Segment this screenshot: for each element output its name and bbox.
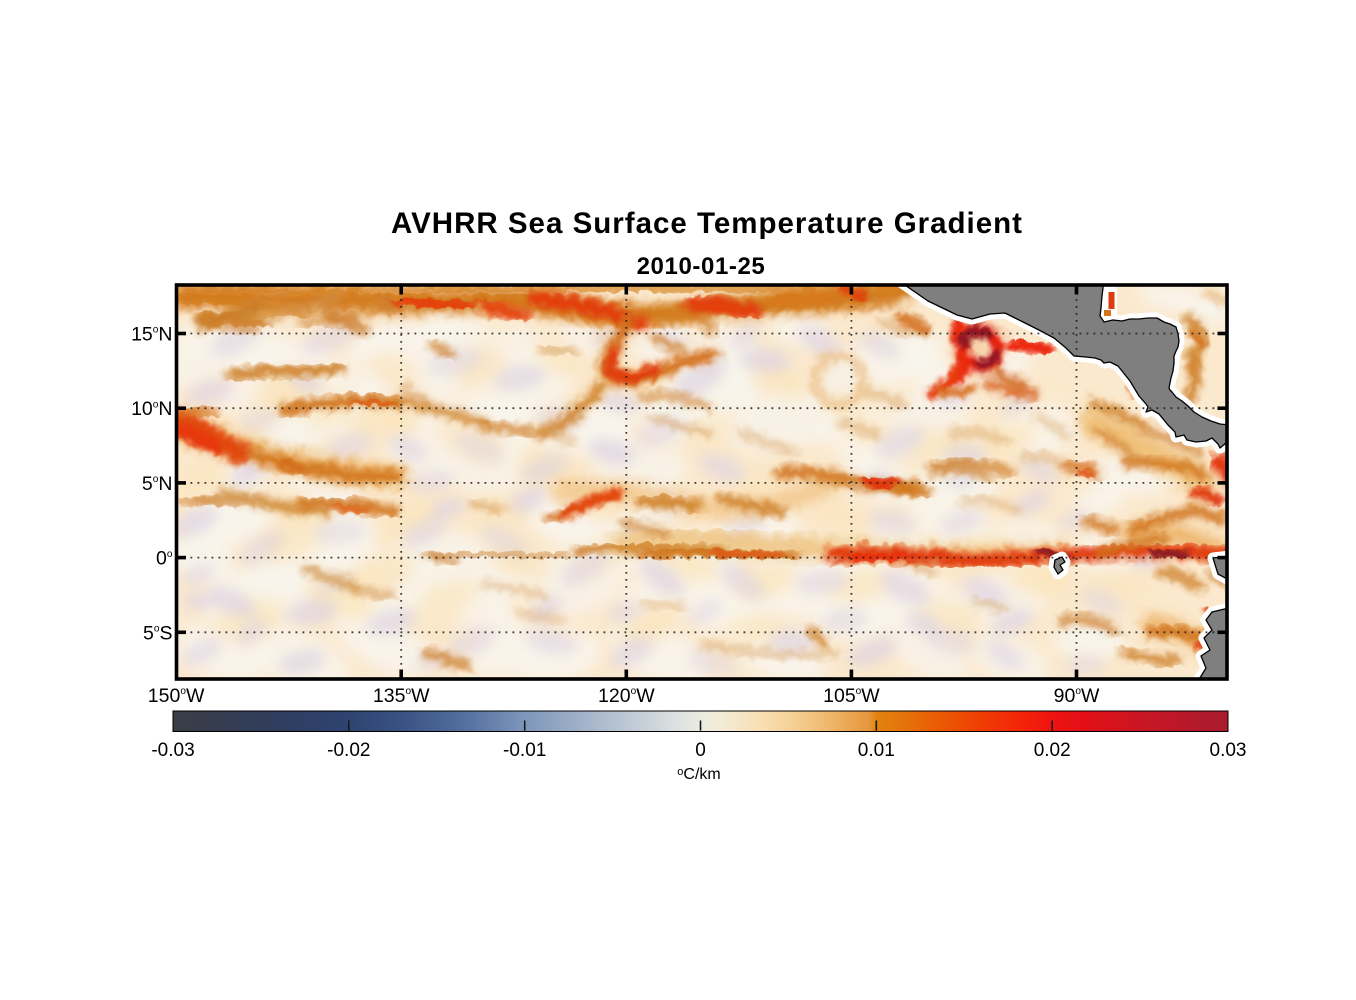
svg-text:15oN: 15oN (131, 324, 172, 346)
svg-text:0.01: 0.01 (858, 740, 895, 761)
svg-text:-0.03: -0.03 (151, 740, 194, 761)
svg-text:90oW: 90oW (1054, 685, 1100, 707)
svg-text:150oW: 150oW (148, 685, 205, 707)
svg-text:135oW: 135oW (373, 685, 430, 707)
svg-text:2010-01-25: 2010-01-25 (637, 253, 766, 280)
svg-text:10oN: 10oN (131, 398, 172, 420)
svg-text:0: 0 (695, 740, 706, 761)
svg-text:5oS: 5oS (143, 622, 173, 644)
svg-text:5oN: 5oN (142, 473, 173, 495)
svg-text:-0.02: -0.02 (327, 740, 370, 761)
svg-text:0.03: 0.03 (1210, 740, 1247, 761)
svg-text:-0.01: -0.01 (503, 740, 546, 761)
svg-text:oC/km: oC/km (677, 766, 720, 783)
svg-text:0.02: 0.02 (1034, 740, 1071, 761)
svg-text:120oW: 120oW (598, 685, 655, 707)
svg-text:105oW: 105oW (823, 685, 880, 707)
svg-text:AVHRR Sea Surface Temperature: AVHRR Sea Surface Temperature Gradient (391, 207, 1023, 240)
